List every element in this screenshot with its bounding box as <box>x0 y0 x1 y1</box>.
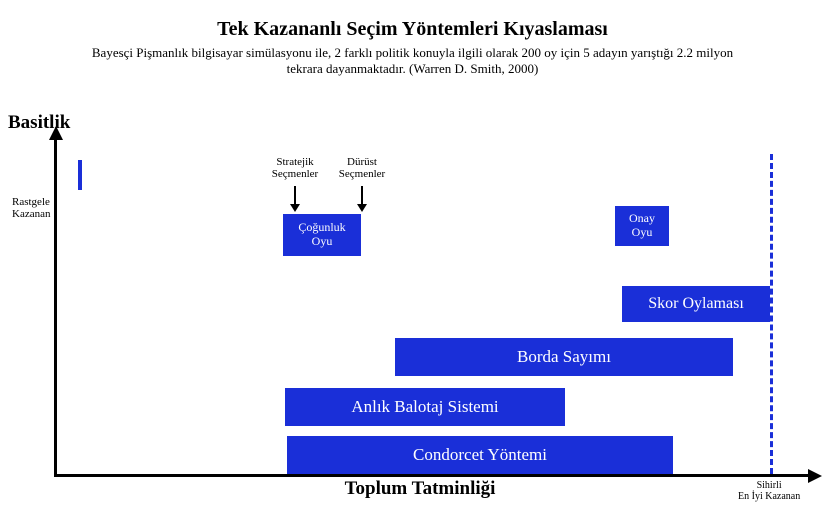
box-irv: Anlık Balotaj Sistemi <box>285 388 565 426</box>
y-axis <box>54 138 57 474</box>
chart-subtitle: Bayesçi Pişmanlık bilgisayar simülasyonu… <box>73 45 753 77</box>
honest-label: DürüstSeçmenler <box>332 156 392 180</box>
box-skor: Skor Oylaması <box>622 286 770 322</box>
honest-arrow-icon <box>357 186 367 212</box>
chart-title: Tek Kazananlı Seçim Yöntemleri Kıyaslama… <box>0 18 825 41</box>
x-axis <box>54 474 810 477</box>
left-tick <box>78 160 82 190</box>
box-borda: Borda Sayımı <box>395 338 733 376</box>
strategic-arrow-icon <box>290 186 300 212</box>
right-dashed-line <box>770 154 773 474</box>
box-onay: OnayOyu <box>615 206 669 246</box>
strategic-label: StratejikSeçmenler <box>265 156 325 180</box>
x-axis-arrow-icon <box>808 469 822 483</box>
y-axis-arrow-icon <box>49 126 63 140</box>
right-dashed-label: SihirliEn İyi Kazanan <box>738 480 800 502</box>
x-axis-label: Toplum Tatminliği <box>280 478 560 500</box>
box-cogunluk: ÇoğunlukOyu <box>283 214 361 256</box>
box-condorcet: Condorcet Yöntemi <box>287 436 673 474</box>
left-tick-label: RastgeleKazanan <box>12 196 50 220</box>
